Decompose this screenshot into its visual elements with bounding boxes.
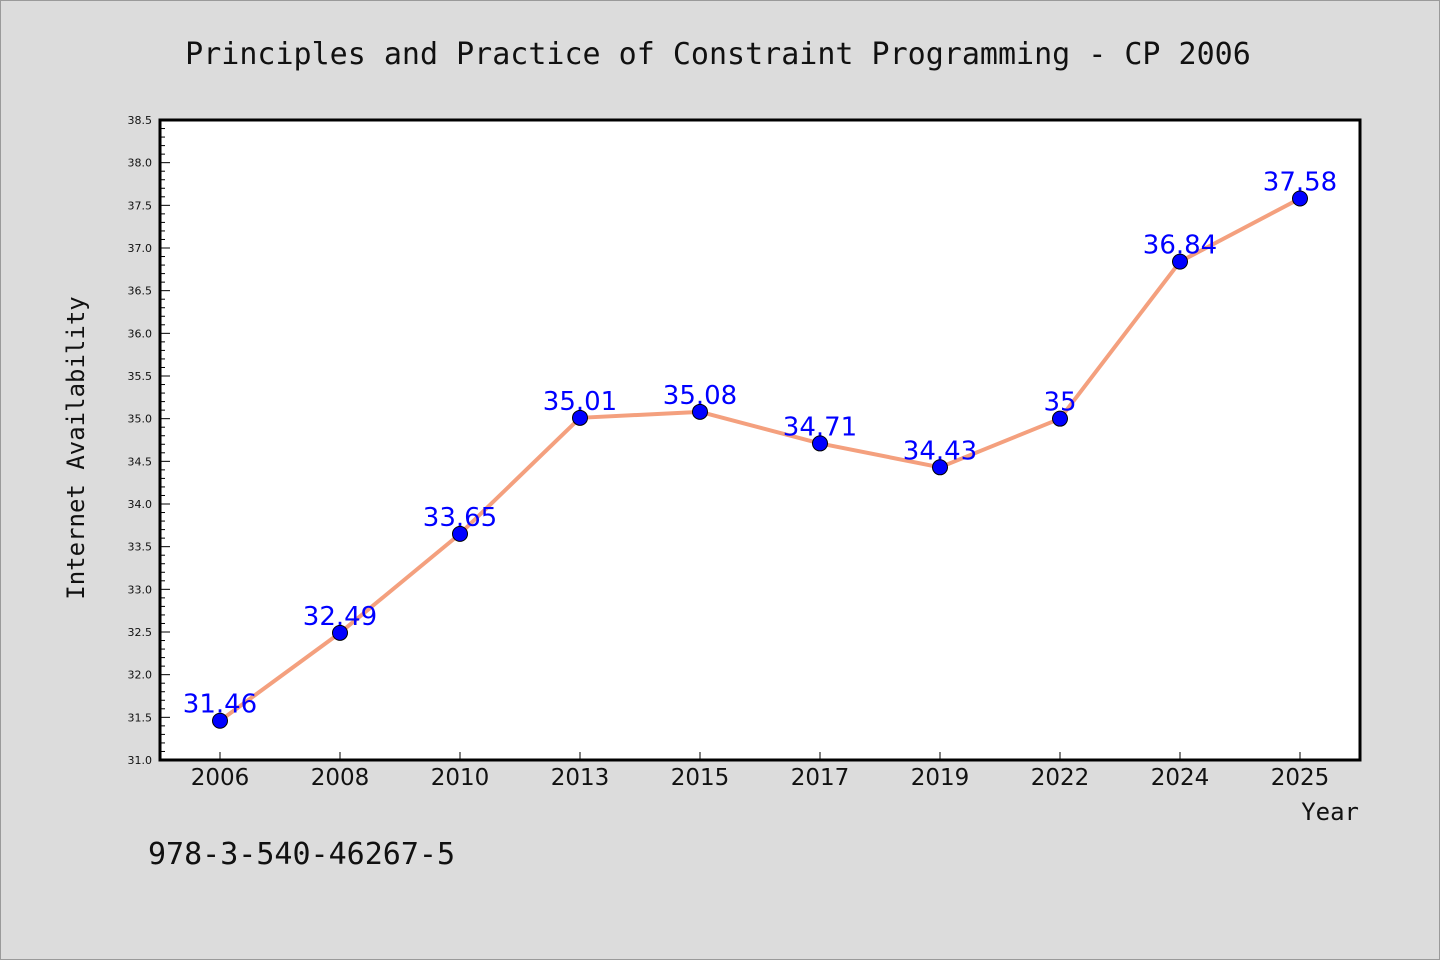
data-point [1052, 410, 1068, 427]
x-tick-label: 2025 [1271, 765, 1330, 791]
data-point [1172, 253, 1188, 270]
y-tick-label: 32.0 [128, 669, 153, 682]
y-tick-label: 31.0 [128, 754, 153, 767]
x-tick-label: 2015 [671, 765, 730, 791]
data-point [332, 624, 348, 641]
series-line [218, 196, 1302, 723]
data-point [812, 435, 828, 452]
y-tick-label: 33.5 [128, 541, 153, 554]
data-point [692, 403, 708, 420]
data-label: 34.71 [783, 412, 857, 442]
data-label: 33.65 [423, 503, 497, 533]
x-tick-label: 2008 [311, 765, 370, 791]
data-point [932, 459, 948, 476]
x-tick-label: 2022 [1031, 765, 1090, 791]
chart-title: Principles and Practice of Constraint Pr… [185, 37, 1251, 72]
y-tick-label: 33.0 [128, 583, 153, 596]
y-tick-label: 31.5 [128, 711, 153, 724]
y-tick-label: 38.5 [128, 114, 153, 127]
plot-area [158, 118, 1362, 762]
x-tick-label: 2017 [791, 765, 850, 791]
y-axis-label: Internet Availability [62, 296, 90, 599]
data-label: 37.58 [1263, 168, 1337, 198]
y-axis: 31.0 31.5 32.0 32.5 33.0 33.5 34.0 34.5 35.0 35.5… [128, 114, 170, 767]
x-axis-label: Year [1301, 798, 1359, 826]
data-label: 35 [1043, 388, 1076, 418]
data-point [572, 409, 588, 426]
series-line-group [218, 196, 1302, 723]
data-point [452, 525, 468, 542]
data-point [1292, 190, 1308, 207]
y-tick-label: 36.0 [128, 327, 153, 340]
x-tick-label: 2010 [431, 765, 490, 791]
data-label: 34.43 [903, 436, 977, 466]
y-tick-label: 34.5 [128, 455, 153, 468]
data-label: 35.01 [543, 387, 617, 417]
y-tick-label: 37.0 [128, 242, 153, 255]
data-labels: 31.46 32.49 33.65 35.01 35.08 34.71 34.43 35 36.… [183, 168, 1337, 720]
data-point [212, 712, 228, 729]
y-tick-label: 34.0 [128, 498, 153, 511]
data-label: 31.46 [183, 690, 257, 720]
y-tick-label: 32.5 [128, 626, 153, 639]
x-tick-label: 2024 [1151, 765, 1210, 791]
y-tick-label: 38.0 [128, 157, 153, 170]
y-tick-label: 35.0 [128, 413, 153, 426]
x-tick-label: 2013 [551, 765, 610, 791]
y-tick-label: 37.5 [128, 199, 153, 212]
data-label: 35.08 [663, 381, 737, 411]
y-tick-label: 35.5 [128, 370, 153, 383]
isbn-text: 978-3-540-46267-5 [148, 837, 455, 872]
x-tick-label: 2006 [191, 765, 250, 791]
data-label: 32.49 [303, 602, 377, 632]
data-points [212, 190, 1308, 729]
y-tick-label: 36.5 [128, 285, 153, 298]
x-tick-label: 2019 [911, 765, 970, 791]
data-label: 36.84 [1143, 231, 1217, 261]
x-axis: 2006 2008 2010 2013 2015 2017 2019 2022 2024 2025 [191, 752, 1330, 791]
